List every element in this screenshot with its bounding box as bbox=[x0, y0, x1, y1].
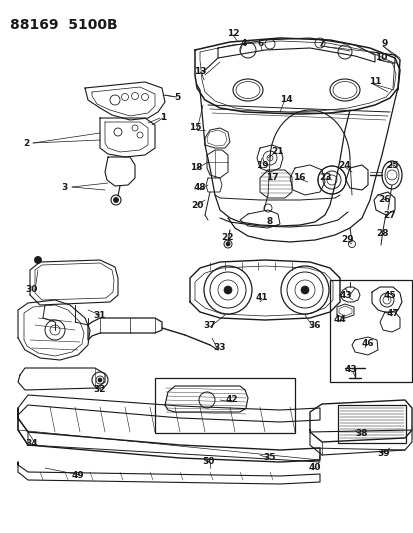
Circle shape bbox=[98, 378, 102, 382]
Circle shape bbox=[113, 198, 118, 203]
Text: 14: 14 bbox=[279, 95, 292, 104]
Text: 42: 42 bbox=[225, 395, 238, 405]
Text: 26: 26 bbox=[378, 196, 390, 205]
Circle shape bbox=[300, 286, 308, 294]
Text: 7: 7 bbox=[318, 39, 324, 49]
Text: 3: 3 bbox=[62, 182, 68, 191]
Text: 16: 16 bbox=[292, 174, 304, 182]
Text: 49: 49 bbox=[71, 471, 84, 480]
Text: 20: 20 bbox=[190, 200, 203, 209]
Text: 17: 17 bbox=[265, 174, 278, 182]
Text: 47: 47 bbox=[386, 309, 399, 318]
Text: 4: 4 bbox=[240, 39, 247, 49]
Text: 2: 2 bbox=[23, 139, 29, 148]
Text: 21: 21 bbox=[271, 148, 284, 157]
Text: 15: 15 bbox=[188, 124, 201, 133]
Text: 29: 29 bbox=[341, 236, 354, 245]
Text: 33: 33 bbox=[213, 343, 225, 352]
Text: 46: 46 bbox=[361, 338, 373, 348]
Text: 35: 35 bbox=[263, 454, 275, 463]
Text: 23: 23 bbox=[319, 174, 332, 182]
Text: 24: 24 bbox=[338, 160, 351, 169]
Text: 5: 5 bbox=[173, 93, 180, 101]
Circle shape bbox=[34, 256, 41, 263]
Text: 39: 39 bbox=[377, 448, 389, 457]
Text: 41: 41 bbox=[255, 294, 268, 303]
Text: 32: 32 bbox=[93, 385, 106, 394]
Text: 13: 13 bbox=[193, 68, 206, 77]
Text: 38: 38 bbox=[355, 429, 367, 438]
Text: 27: 27 bbox=[383, 211, 395, 220]
Text: 9: 9 bbox=[381, 39, 387, 49]
Bar bbox=[154, 378, 294, 433]
Text: 28: 28 bbox=[376, 230, 388, 238]
Text: 8: 8 bbox=[266, 217, 273, 227]
Text: 6: 6 bbox=[257, 39, 263, 49]
Text: 11: 11 bbox=[368, 77, 380, 86]
Text: 36: 36 bbox=[308, 320, 320, 329]
Text: 48: 48 bbox=[193, 183, 206, 192]
Circle shape bbox=[225, 242, 230, 246]
Text: 43: 43 bbox=[344, 366, 356, 375]
Text: 30: 30 bbox=[26, 286, 38, 295]
Text: 40: 40 bbox=[308, 464, 320, 472]
Text: 88169  5100B: 88169 5100B bbox=[10, 18, 117, 32]
Bar bbox=[337, 405, 405, 443]
Text: 44: 44 bbox=[333, 316, 346, 325]
Text: 45: 45 bbox=[383, 290, 395, 300]
Circle shape bbox=[223, 286, 231, 294]
Text: 43: 43 bbox=[339, 290, 351, 300]
Text: 12: 12 bbox=[226, 28, 239, 37]
Text: 22: 22 bbox=[221, 232, 234, 241]
Bar bbox=[329, 280, 411, 382]
Text: 18: 18 bbox=[189, 164, 202, 173]
Text: 19: 19 bbox=[255, 160, 268, 169]
Text: 31: 31 bbox=[93, 311, 106, 319]
Text: 50: 50 bbox=[201, 457, 214, 466]
Text: 34: 34 bbox=[26, 439, 38, 448]
Text: 37: 37 bbox=[203, 320, 216, 329]
Text: 25: 25 bbox=[386, 160, 398, 169]
Text: 10: 10 bbox=[374, 53, 386, 62]
Text: 1: 1 bbox=[159, 114, 166, 123]
